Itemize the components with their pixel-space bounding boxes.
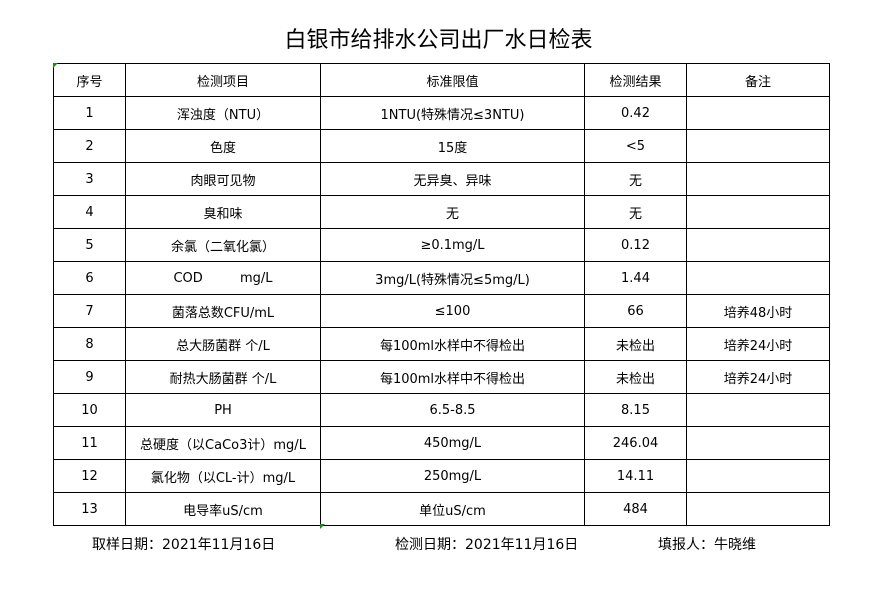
cell-comment-marker bbox=[320, 524, 325, 529]
table-row: 3 肉眼可见物 无异臭、异味无 bbox=[53, 162, 830, 196]
table-row: 5 余氯（二氧化氯） ≥0.1mg/L 0.12 bbox=[53, 228, 830, 262]
test-item-cell[interactable]: 总大肠菌群 个/L bbox=[125, 327, 321, 361]
table-row: 9 耐热大肠菌群 个/L 每100ml水样中不得检出 未检出 培养24小时 bbox=[53, 360, 830, 394]
test-item-cell[interactable]: PH bbox=[125, 393, 321, 427]
standard-limit-cell[interactable]: 单位uS/cm bbox=[320, 492, 585, 526]
standard-limit-cell[interactable]: 3mg/L(特殊情况≤5mg/L) bbox=[320, 261, 585, 295]
test-result-cell[interactable]: 14.11 bbox=[584, 459, 687, 493]
test-item-cell[interactable]: 耐热大肠菌群 个/L bbox=[125, 360, 321, 394]
standard-limit-cell[interactable]: 每100ml水样中不得检出 bbox=[320, 327, 585, 361]
remark-cell[interactable]: 培养48小时 bbox=[686, 294, 830, 328]
standard-limit-cell[interactable]: 1NTU(特殊情况≤3NTU) bbox=[320, 96, 585, 130]
table-header-row: 序号 检测项目 标准限值 检测结果 备注 bbox=[53, 63, 830, 97]
standard-limit-cell[interactable]: ≥0.1mg/L bbox=[320, 228, 585, 262]
row-number-cell[interactable]: 1 bbox=[53, 96, 126, 130]
reporter: 填报人：牛晓维 bbox=[658, 537, 756, 553]
table-row: 10 PH 6.5-8.5 8.15 bbox=[53, 393, 830, 427]
page-title: 白银市给排水公司出厂水日检表 bbox=[284, 28, 593, 53]
test-item-cell[interactable]: 余氯（二氧化氯） bbox=[125, 228, 321, 262]
row-number-cell[interactable]: 10 bbox=[53, 393, 126, 427]
test-result-cell[interactable]: 无 bbox=[584, 195, 687, 229]
standard-limit-cell[interactable]: ≤100 bbox=[320, 294, 585, 328]
test-item-cell[interactable]: 氯化物（以CL-计）mg/L bbox=[125, 459, 321, 493]
test-result-cell[interactable]: 未检出 bbox=[584, 360, 687, 394]
test-item-cell[interactable]: 肉眼可见物 bbox=[125, 162, 321, 196]
standard-limit-cell[interactable]: 每100ml水样中不得检出 bbox=[320, 360, 585, 394]
test-result-cell[interactable]: 0.12 bbox=[584, 228, 687, 262]
header-cell[interactable]: 检测项目 bbox=[125, 63, 321, 97]
table-row: 8 总大肠菌群 个/L 每100ml水样中不得检出 未检出 培养24小时 bbox=[53, 327, 830, 361]
row-number-cell[interactable]: 11 bbox=[53, 426, 126, 460]
header-cell[interactable]: 备注 bbox=[686, 63, 830, 97]
test-result-cell[interactable]: 246.04 bbox=[584, 426, 687, 460]
test-item-cell[interactable]: 浑浊度（NTU） bbox=[125, 96, 321, 130]
table-row: 6 COD mg/L 3mg/L(特殊情况≤5mg/L) 1.44 bbox=[53, 261, 830, 295]
cell-comment-marker bbox=[53, 63, 58, 68]
table-row: 1 浑浊度（NTU） 1NTU(特殊情况≤3NTU) 0.42 bbox=[53, 96, 830, 130]
standard-limit-cell[interactable]: 无异臭、异味 bbox=[320, 162, 585, 196]
test-result-cell[interactable]: 未检出 bbox=[584, 327, 687, 361]
standard-limit-cell[interactable]: 250mg/L bbox=[320, 459, 585, 493]
remark-cell[interactable] bbox=[686, 96, 830, 130]
test-result-cell[interactable]: 8.15 bbox=[584, 393, 687, 427]
remark-cell[interactable] bbox=[686, 393, 830, 427]
row-number-cell[interactable]: 3 bbox=[53, 162, 126, 196]
table-row: 12 氯化物（以CL-计）mg/L 250mg/L 14.11 bbox=[53, 459, 830, 493]
remark-cell[interactable] bbox=[686, 162, 830, 196]
test-result-cell[interactable]: 0.42 bbox=[584, 96, 687, 130]
inspection-table: 序号 检测项目 标准限值 检测结果 备注 1 浑浊度（NTU） 1NTU(特殊情况≤… bbox=[53, 63, 830, 526]
row-number-cell[interactable]: 7 bbox=[53, 294, 126, 328]
table-row: 7 菌落总数CFU/mL ≤100 66 培养48小时 bbox=[53, 294, 830, 328]
row-number-cell[interactable]: 12 bbox=[53, 459, 126, 493]
test-item-cell[interactable]: 臭和味 bbox=[125, 195, 321, 229]
remark-cell[interactable]: 培养24小时 bbox=[686, 327, 830, 361]
test-result-cell[interactable]: 66 bbox=[584, 294, 687, 328]
table-row: 11 总硬度（以CaCo3计）mg/L 450mg/L 246.04 bbox=[53, 426, 830, 460]
table-row: 4 臭和味无无 bbox=[53, 195, 830, 229]
remark-cell[interactable] bbox=[686, 426, 830, 460]
remark-cell[interactable] bbox=[686, 459, 830, 493]
row-number-cell[interactable]: 6 bbox=[53, 261, 126, 295]
header-cell[interactable]: 检测结果 bbox=[584, 63, 687, 97]
test-item-cell[interactable]: COD mg/L bbox=[125, 261, 321, 295]
table-row: 2 色度 15度 <5 bbox=[53, 129, 830, 163]
test-result-cell[interactable]: 无 bbox=[584, 162, 687, 196]
standard-limit-cell[interactable]: 6.5-8.5 bbox=[320, 393, 585, 427]
remark-cell[interactable] bbox=[686, 261, 830, 295]
row-number-cell[interactable]: 8 bbox=[53, 327, 126, 361]
standard-limit-cell[interactable]: 15度 bbox=[320, 129, 585, 163]
row-number-cell[interactable]: 4 bbox=[53, 195, 126, 229]
row-number-cell[interactable]: 9 bbox=[53, 360, 126, 394]
header-cell[interactable]: 序号 bbox=[53, 63, 126, 97]
test-result-cell[interactable]: 484 bbox=[584, 492, 687, 526]
test-item-cell[interactable]: 总硬度（以CaCo3计）mg/L bbox=[125, 426, 321, 460]
remark-cell[interactable] bbox=[686, 492, 830, 526]
test-item-cell[interactable]: 菌落总数CFU/mL bbox=[125, 294, 321, 328]
standard-limit-cell[interactable]: 无 bbox=[320, 195, 585, 229]
row-number-cell[interactable]: 5 bbox=[53, 228, 126, 262]
standard-limit-cell[interactable]: 450mg/L bbox=[320, 426, 585, 460]
test-item-cell[interactable]: 色度 bbox=[125, 129, 321, 163]
table-row: 13 电导率uS/cm 单位uS/cm 484 bbox=[53, 492, 830, 526]
test-item-cell[interactable]: 电导率uS/cm bbox=[125, 492, 321, 526]
remark-cell[interactable] bbox=[686, 195, 830, 229]
remark-cell[interactable] bbox=[686, 228, 830, 262]
test-result-cell[interactable]: <5 bbox=[584, 129, 687, 163]
remark-cell[interactable] bbox=[686, 129, 830, 163]
row-number-cell[interactable]: 2 bbox=[53, 129, 126, 163]
test-result-cell[interactable]: 1.44 bbox=[584, 261, 687, 295]
test-date: 检测日期：2021年11月16日 bbox=[395, 537, 579, 553]
header-cell[interactable]: 标准限值 bbox=[320, 63, 585, 97]
remark-cell[interactable]: 培养24小时 bbox=[686, 360, 830, 394]
row-number-cell[interactable]: 13 bbox=[53, 492, 126, 526]
sampling-date: 取样日期：2021年11月16日 bbox=[92, 537, 276, 553]
